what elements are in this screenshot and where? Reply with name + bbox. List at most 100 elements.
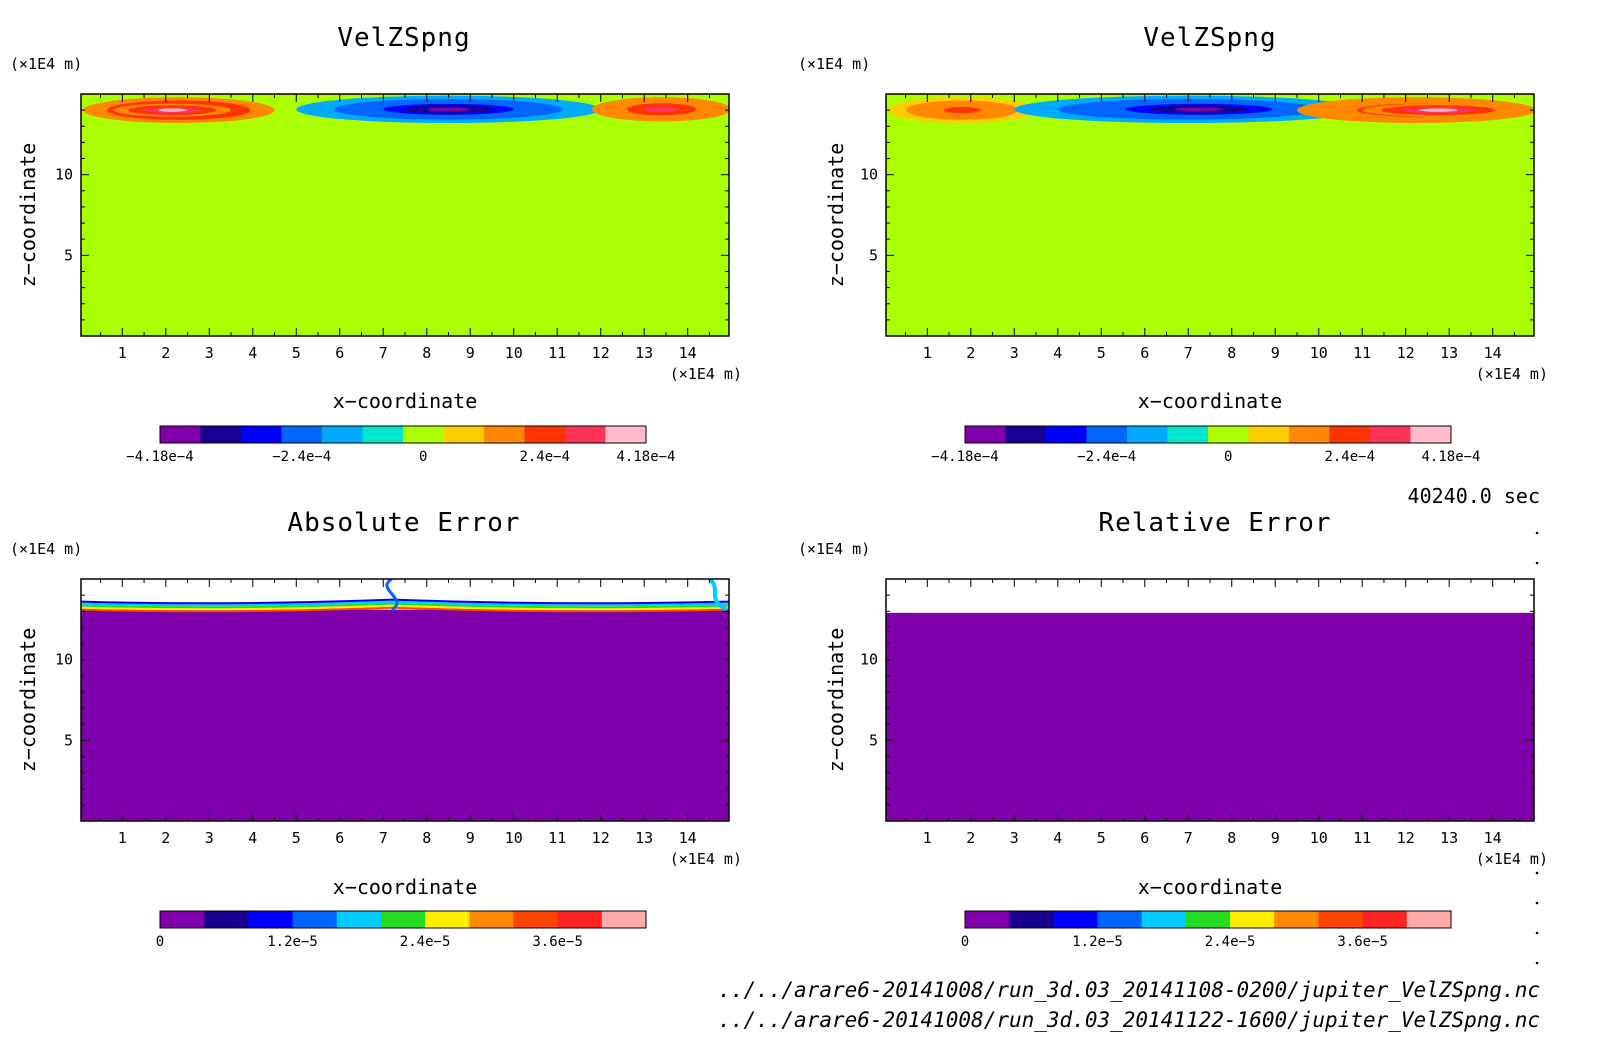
x-tick-label: 3	[205, 344, 214, 362]
colorbar-swatch	[292, 911, 338, 928]
contour-band	[644, 106, 679, 113]
panel-title: Relative Error	[1098, 508, 1331, 538]
x-tick-label: 9	[1271, 344, 1280, 362]
colorbar-swatch	[1274, 911, 1319, 928]
colorbar-swatch	[1230, 911, 1275, 928]
colorbar-tick-label: 2.4e−4	[1324, 449, 1375, 465]
colorbar-swatch	[160, 911, 205, 928]
y-tick-label: 5	[869, 246, 878, 264]
x-tick-label: 1	[923, 344, 932, 362]
sponge-base-band	[886, 121, 1534, 128]
x-tick-label: 9	[466, 344, 475, 362]
x-tick-label: 1	[118, 829, 127, 847]
x-tick-label: 12	[592, 829, 610, 847]
colorbar-swatch	[160, 426, 201, 443]
y-unit-label: (×1E4 m)	[10, 55, 82, 73]
y-tick-label: 10	[860, 166, 878, 184]
contour-field	[81, 579, 729, 821]
colorbar-swatch	[1289, 426, 1330, 443]
colorbar-swatch	[1127, 426, 1168, 443]
colorbar-swatch	[241, 426, 282, 443]
x-tick-label: 12	[1397, 344, 1415, 362]
file-path-2: ../../arare6-20141008/run_3d.03_20141122…	[718, 1008, 1540, 1032]
error-contour	[81, 604, 729, 611]
contour-field	[886, 94, 1534, 336]
colorbar-swatch	[1005, 426, 1047, 443]
panel-title: VelZSpng	[337, 23, 470, 53]
x-tick-label: 4	[248, 829, 257, 847]
colorbar-swatch	[1370, 426, 1411, 443]
error-contour	[81, 598, 729, 605]
colorbar-swatch	[524, 426, 566, 443]
panel-velzspng-1: VelZSpng (×1E4 m) 1 2 3 4 5 6 7 8 9 10 11 12 13 14510…	[10, 23, 742, 465]
undefined-region	[886, 579, 1534, 613]
x-tick-label: 13	[1440, 829, 1458, 847]
x-tick-label: 5	[292, 829, 301, 847]
colorbar-swatch	[362, 426, 404, 443]
colorbar-tick-label: 4.18e−4	[616, 449, 675, 465]
y-tick-label: 10	[55, 651, 73, 669]
colorbar: −4.18e−4 −2.4e−4 0 2.4e−4 4.18e−4	[931, 425, 1481, 465]
x-tick-label: 6	[1140, 829, 1149, 847]
x-tick-label: 11	[1353, 829, 1371, 847]
panel-title: VelZSpng	[1143, 23, 1276, 53]
y-unit-label: (×1E4 m)	[10, 540, 82, 558]
x-tick-label: 2	[161, 344, 170, 362]
field-background	[886, 94, 1534, 336]
colorbar-tick-label: 0	[419, 449, 427, 465]
colorbar-swatch	[484, 426, 525, 443]
y-axis-label: z−coordinate	[16, 143, 40, 288]
time-label: 40240.0 sec	[1408, 484, 1540, 508]
colorbar-tick-label: 0	[1224, 449, 1232, 465]
x-tick-label: 5	[1097, 344, 1106, 362]
colorbar-swatch	[322, 426, 363, 443]
field-background	[81, 579, 729, 821]
x-tick-label: 10	[505, 829, 523, 847]
colorbar-tick-label: 1.2e−5	[267, 934, 318, 950]
field-background	[81, 94, 729, 336]
y-tick-label: 5	[64, 246, 73, 264]
colorbar-swatch	[557, 911, 603, 928]
x-tick-label: 4	[1053, 829, 1062, 847]
contour-band	[426, 107, 471, 112]
x-axis-label: x−coordinate	[333, 389, 478, 413]
x-tick-label: 6	[335, 829, 344, 847]
x-tick-label: 4	[248, 344, 257, 362]
colorbar-swatch	[336, 911, 382, 928]
colorbar-swatch	[1362, 911, 1408, 928]
x-tick-label: 7	[379, 829, 388, 847]
colorbar-swatch	[204, 911, 249, 928]
x-axis-label: x−coordinate	[333, 875, 478, 899]
error-contour	[708, 579, 728, 612]
error-contour	[81, 602, 729, 609]
contour-field	[886, 579, 1534, 821]
x-tick-label: 6	[1140, 344, 1149, 362]
colorbar-frame	[159, 910, 647, 929]
colorbar-swatch	[1329, 426, 1371, 443]
x-tick-label: 7	[1184, 829, 1193, 847]
colorbar-swatch	[469, 911, 514, 928]
x-tick-label: 14	[679, 344, 697, 362]
x-tick-label: 12	[592, 344, 610, 362]
colorbar-frame	[964, 910, 1452, 929]
panel-title: Absolute Error	[287, 508, 520, 538]
x-tick-label: 3	[1010, 829, 1019, 847]
y-unit-label: (×1E4 m)	[798, 55, 870, 73]
colorbar-tick-label: 2.4e−4	[519, 449, 570, 465]
colorbar-swatch	[1406, 911, 1452, 928]
colorbar-swatch	[1167, 426, 1209, 443]
colorbar-swatch	[1086, 426, 1128, 443]
x-tick-label: 6	[335, 344, 344, 362]
y-axis-label: z−coordinate	[824, 628, 848, 773]
contour-band	[943, 106, 981, 114]
x-tick-label: 10	[505, 344, 523, 362]
x-tick-label: 5	[292, 344, 301, 362]
colorbar-frame	[964, 425, 1452, 444]
x-unit-label: (×1E4 m)	[670, 365, 742, 383]
x-tick-label: 8	[1227, 344, 1236, 362]
colorbar-tick-label: 3.6e−5	[1337, 934, 1388, 950]
colorbar-swatch	[200, 426, 242, 443]
contour-band	[1174, 107, 1224, 112]
colorbar-tick-label: 0	[156, 934, 164, 950]
colorbar-tick-label: 4.18e−4	[1421, 449, 1480, 465]
